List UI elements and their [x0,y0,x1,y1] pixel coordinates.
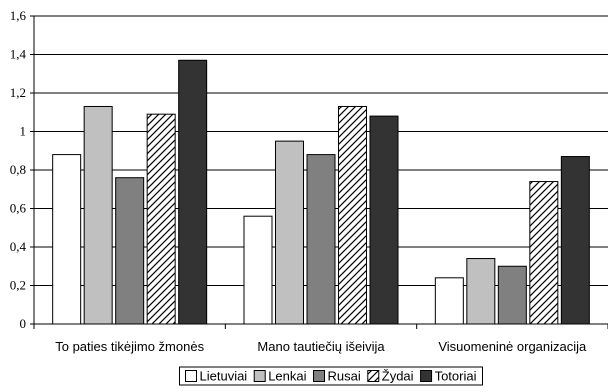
bar-totoriai [560,156,590,325]
x-category-label: Visuomeninė organizacija [438,339,587,354]
axes [33,16,608,329]
bar-rusai [306,154,336,325]
bars [52,59,590,325]
legend-label: Žydai [382,369,414,384]
y-tick-label: 0,2 [10,278,26,293]
y-axis-ticks: 0 0,2 0,4 0,6 0,8 1 1,2 1,4 1,6 [10,8,34,331]
bar-lenkai [83,105,113,325]
bar-žydai [338,105,367,325]
bar-lietuviai [52,154,82,325]
legend-swatch-lietuviai [185,370,198,382]
legend-swatch-žydai [367,370,380,382]
bar-lenkai [275,140,304,325]
bar-lietuviai [243,215,273,325]
legend-label: Rusai [328,369,361,384]
legend-label: Lietuviai [200,369,248,384]
y-tick-label: 1,4 [10,47,27,62]
bar-totoriai [178,59,208,325]
legend: Lietuviai Lenkai Rusai Žydai Totoriai [179,366,483,386]
legend-swatch-totoriai [420,370,433,382]
legend-swatch-lenkai [253,370,266,382]
bar-totoriai [369,115,399,325]
bar-rusai [115,177,145,325]
bar-žydai [146,113,176,325]
bar-lenkai [466,258,496,325]
y-tick-label: 0,4 [10,239,27,254]
legend-label: Lenkai [268,369,306,384]
y-tick-label: 1 [20,124,27,139]
y-tick-label: 0 [20,316,27,331]
bar-rusai [497,265,527,325]
y-tick-label: 0,6 [10,201,27,216]
bar-žydai [529,181,559,325]
bar-lietuviai [434,277,464,325]
x-category-label: To paties tikėjimo žmonės [55,339,204,354]
legend-label: Totoriai [435,369,477,384]
x-category-label: Mano tautiečių išeivija [257,339,385,354]
y-tick-label: 1,2 [10,85,26,100]
legend-swatch-rusai [313,370,326,382]
y-tick-label: 1,6 [10,8,27,23]
x-axis-categories: To paties tikėjimo žmonės Mano tautiečių … [55,339,587,354]
y-tick-label: 0,8 [10,162,26,177]
